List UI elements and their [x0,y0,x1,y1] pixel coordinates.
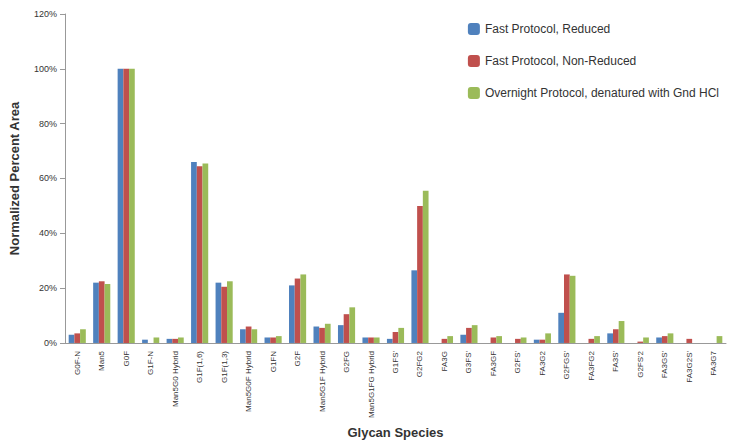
svg-text:80%: 80% [39,119,57,129]
svg-text:FA3G2S': FA3G2S' [685,350,694,382]
svg-text:Man5G1F Hybrid: Man5G1F Hybrid [318,351,327,412]
svg-text:G3FS': G3FS' [464,350,473,373]
svg-text:60%: 60% [39,173,57,183]
svg-text:G2FG2: G2FG2 [415,350,424,377]
svg-text:FA3GF: FA3GF [489,351,498,376]
svg-text:Man5: Man5 [97,350,106,371]
svg-text:G1F(1,6): G1F(1,6) [195,351,204,383]
svg-text:G1F(1,3): G1F(1,3) [220,351,229,383]
svg-text:100%: 100% [34,64,57,74]
svg-text:Man5G0F Hybrid: Man5G0F Hybrid [244,351,253,412]
svg-text:G0F-N: G0F-N [73,351,82,375]
svg-text:G2FS': G2FS' [513,350,522,373]
svg-text:G2FGS': G2FGS' [562,351,571,380]
svg-text:G0F: G0F [122,351,131,367]
svg-text:120%: 120% [34,9,57,19]
svg-text:FA3FG2: FA3FG2 [587,350,596,380]
svg-text:Man5G1FG Hybrid: Man5G1FG Hybrid [367,351,376,418]
svg-text:G1F-N: G1F-N [146,351,155,375]
svg-text:Man5G0 Hybrid: Man5G0 Hybrid [171,351,180,407]
svg-text:FA3GS': FA3GS' [660,351,669,379]
svg-text:Overnight Protocol, denatured: Overnight Protocol, denatured with Gnd H… [485,86,719,100]
svg-text:FA3G7: FA3G7 [709,350,718,375]
svg-text:0%: 0% [44,338,57,348]
svg-text:20%: 20% [39,283,57,293]
svg-text:G1FS': G1FS' [391,350,400,373]
svg-text:FA3S': FA3S' [611,350,620,372]
svg-text:G1FN: G1FN [269,351,278,373]
svg-text:FA3G2: FA3G2 [538,350,547,375]
svg-text:Fast Protocol, Non-Reduced: Fast Protocol, Non-Reduced [485,54,636,68]
svg-text:G2FG: G2FG [342,351,351,373]
svg-text:Glycan Species: Glycan Species [347,425,443,440]
svg-text:Fast Protocol, Reduced: Fast Protocol, Reduced [485,22,610,36]
svg-text:G2F: G2F [293,351,302,367]
svg-text:40%: 40% [39,228,57,238]
svg-text:Normalized Percent Area: Normalized Percent Area [7,101,22,255]
svg-text:G2FS'2: G2FS'2 [636,350,645,377]
svg-text:FA3G: FA3G [440,351,449,371]
